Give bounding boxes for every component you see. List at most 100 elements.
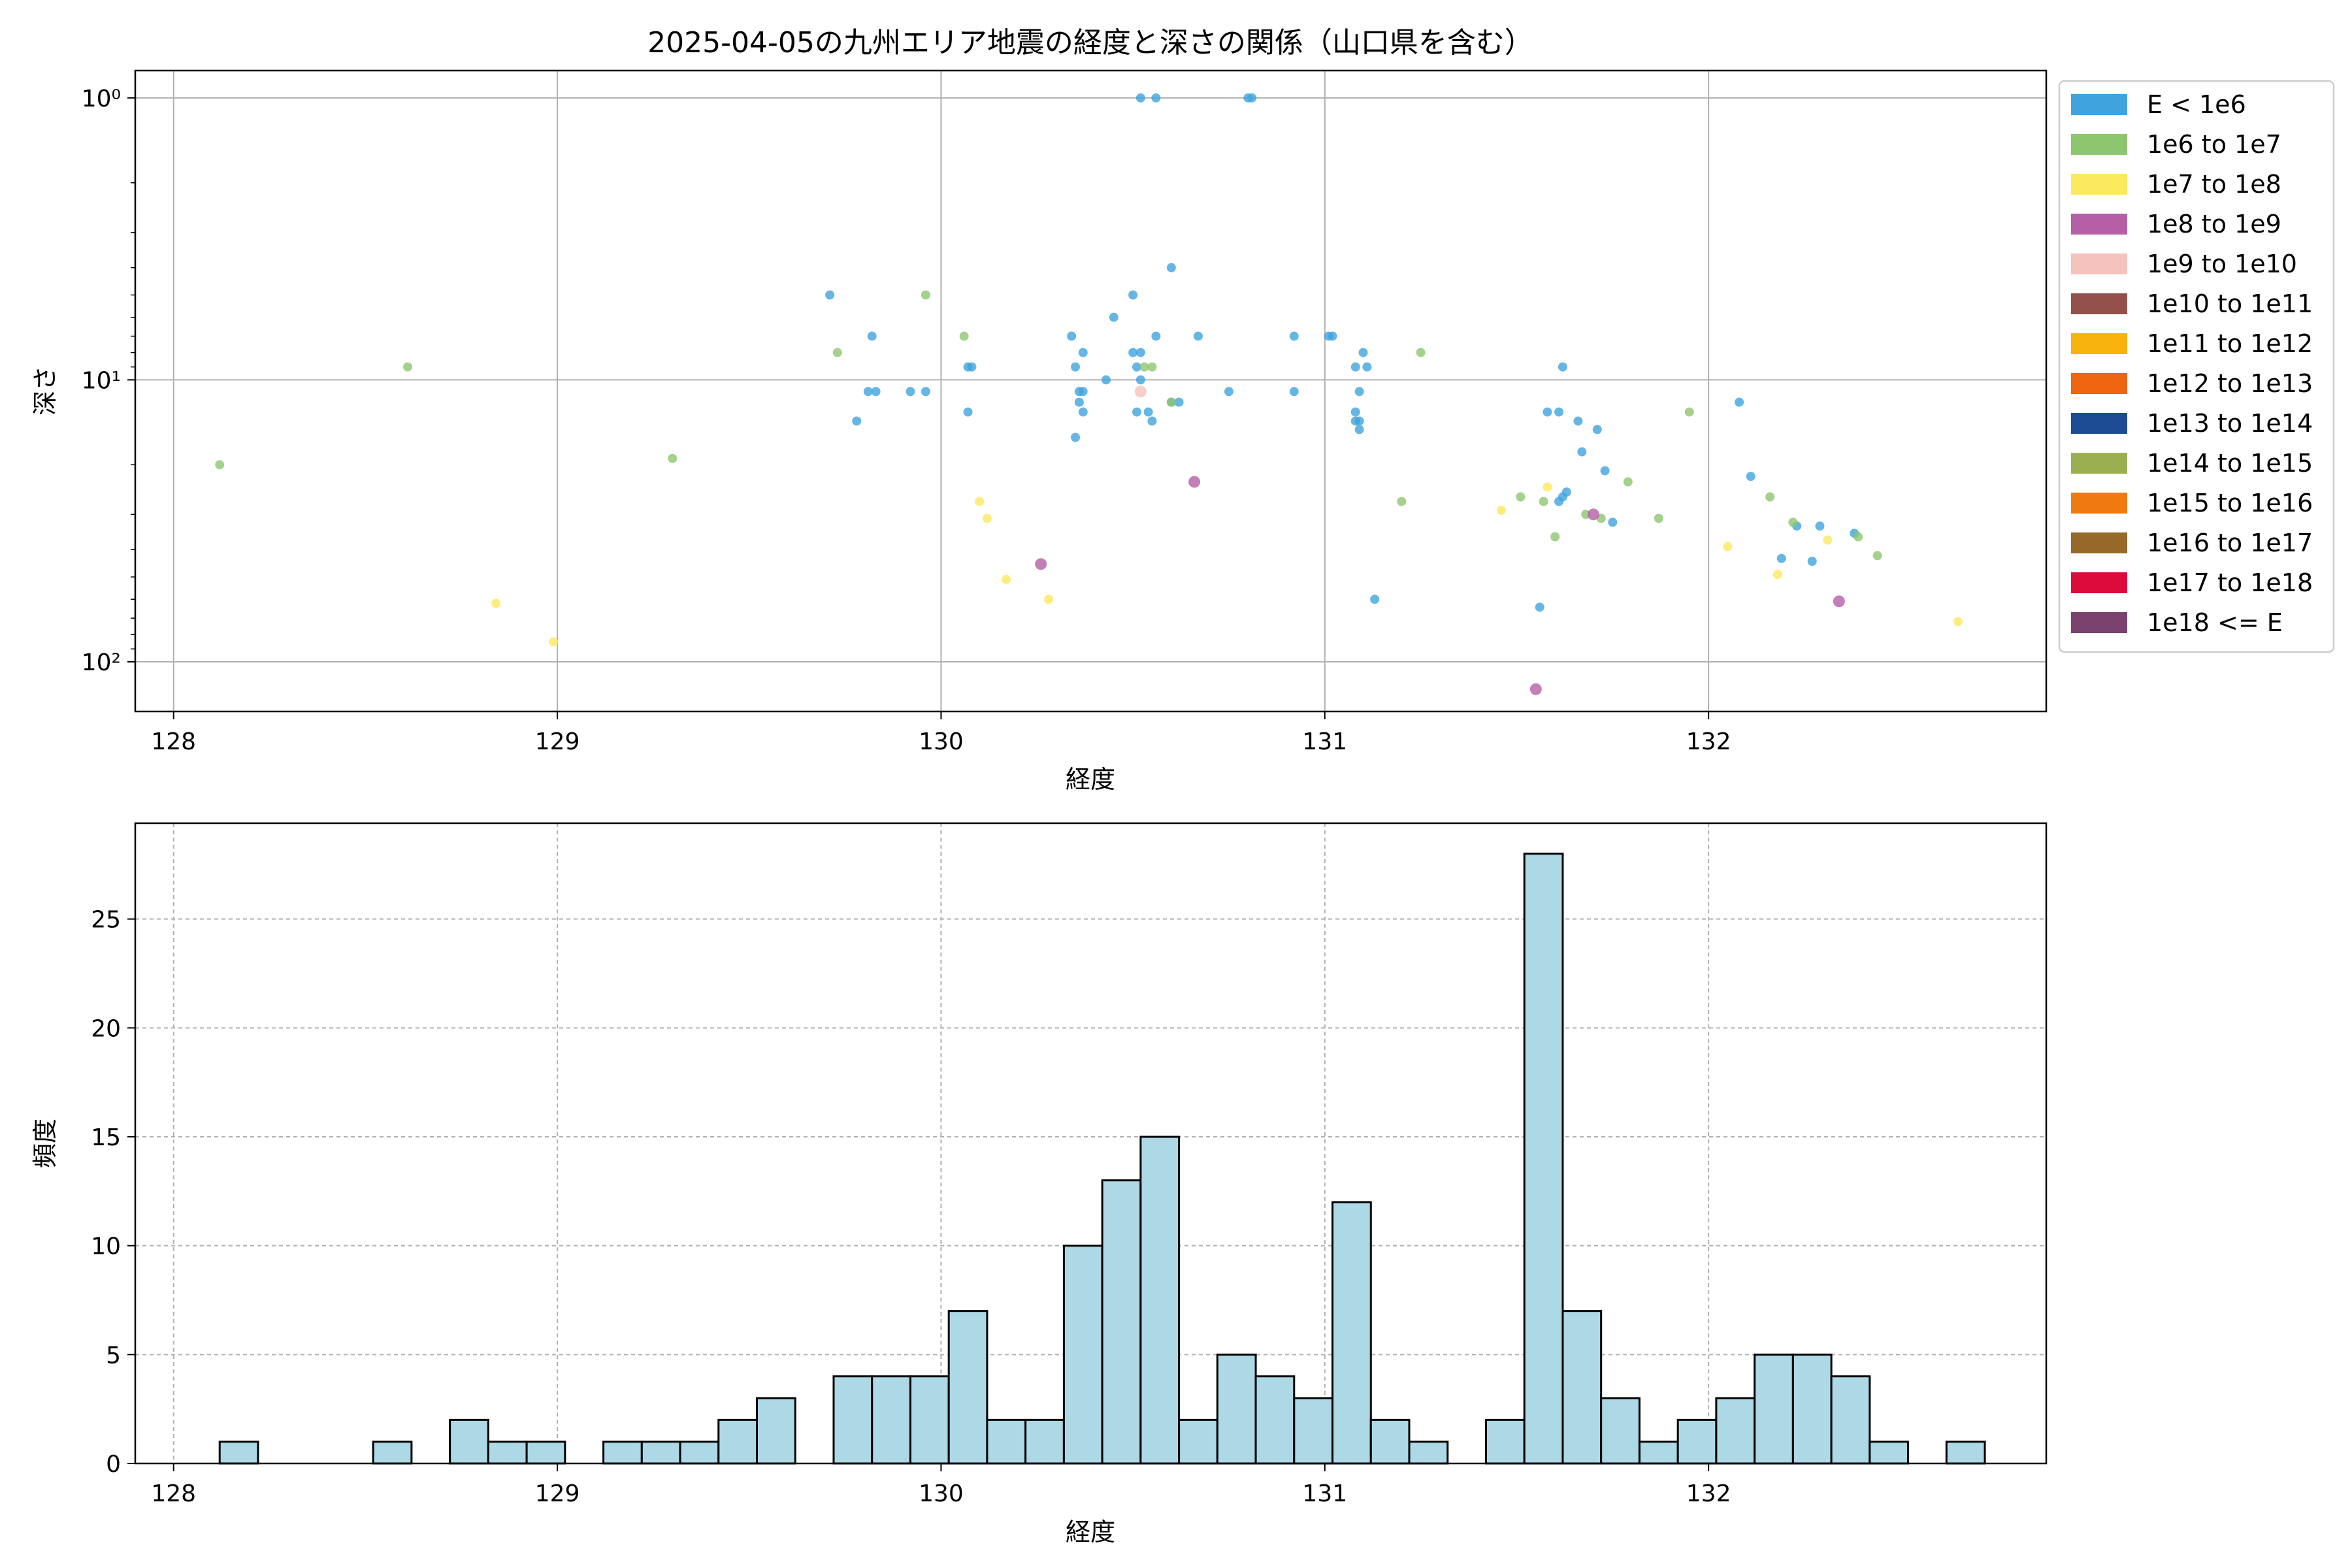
scatter-x-tick-label: 129 [535,728,580,755]
legend-label: 1e6 to 1e7 [2147,130,2281,159]
scatter-frame [134,69,2048,713]
histogram-chart: 128 129 130 131 132 0 5 10 15 20 25 経度 頻度 [31,822,2048,1546]
scatter-point [1823,535,1833,545]
histogram-bar [640,1441,681,1465]
scatter-point [1147,416,1157,426]
histogram-bar [1139,1135,1181,1465]
scatter-point [1573,416,1583,426]
histogram-bar [679,1441,720,1465]
scatter-y-tick-label: 10⁰ [82,86,121,112]
histogram-x-tick-label: 128 [151,1480,196,1507]
scatter-point [1496,505,1506,515]
scatter-point [1289,387,1299,397]
scatter-point [1071,433,1081,442]
scatter-point [1166,397,1176,407]
scatter-point [852,416,862,426]
scatter-point [1151,93,1161,103]
scatter-point [1854,532,1863,542]
scatter-point [832,348,842,357]
scatter-point [921,387,930,397]
scatter-point [975,497,985,506]
histogram-x-axis-label: 経度 [1066,1518,1115,1546]
legend-label: 1e7 to 1e8 [2147,170,2281,199]
scatter-point [1109,312,1119,322]
histogram-bar [756,1397,796,1465]
scatter-point [1350,416,1360,426]
scatter-point [959,331,969,341]
scatter-point [1815,521,1825,531]
scatter-point [1529,683,1542,695]
legend-swatch [2071,493,2127,514]
scatter-point [1135,375,1145,385]
scatter-point [1078,348,1088,357]
scatter-point [1362,362,1372,372]
scatter-point [1132,362,1141,372]
histogram-frame [134,822,2048,1465]
scatter-point [863,387,873,397]
legend-swatch [2071,532,2127,553]
scatter-point [1147,362,1157,372]
legend-swatch [2071,612,2127,633]
histogram-bar [1101,1179,1142,1465]
scatter-point [215,460,225,470]
scatter-point [1132,407,1141,417]
histogram-bar [1715,1397,1756,1465]
scatter-chart: 128 129 130 131 132 10⁰ 10¹ 10² 経度 深さ [31,69,2048,794]
scatter-point [1623,477,1633,487]
scatter-point [1135,348,1145,357]
histogram-x-tick-label: 129 [535,1480,580,1507]
scatter-point [1193,331,1203,341]
scatter-point [1735,397,1744,407]
histogram-y-tick-label: 25 [91,907,121,934]
legend-swatch [2071,413,2127,434]
histogram-bar [1638,1441,1679,1465]
scatter-x-axis-label: 経度 [1066,765,1115,794]
scatter-point [1600,466,1610,476]
scatter-point [1035,558,1047,570]
scatter-point [1723,542,1733,551]
histogram-bar [1369,1418,1411,1465]
scatter-x-tick-label: 128 [151,728,196,755]
scatter-point [1833,595,1845,608]
histogram-bar [832,1375,874,1465]
scatter-point [1074,397,1084,407]
histogram-bar [717,1418,759,1465]
histogram-bar [1062,1245,1103,1465]
scatter-point [1587,508,1599,521]
legend-swatch [2071,333,2127,354]
scatter-x-tick-label: 130 [919,728,964,755]
scatter-point [1224,387,1233,397]
legend-label: 1e16 to 1e17 [2147,529,2313,557]
scatter-point [1550,532,1560,542]
legend-swatch [2071,94,2127,115]
scatter-point [1397,497,1407,506]
scatter-y-tick-label: 10¹ [82,367,121,394]
scatter-grid [135,71,2046,711]
scatter-point [967,362,977,372]
scatter-point [491,598,501,608]
scatter-point [1539,497,1548,506]
scatter-point [1608,517,1618,527]
scatter-point [1188,476,1201,488]
scatter-point [1684,407,1694,417]
histogram-bar [602,1441,643,1465]
legend-label: 1e8 to 1e9 [2147,210,2281,238]
histogram-bar [449,1418,489,1465]
scatter-point [1247,93,1257,103]
scatter-point [1543,407,1552,417]
scatter-point [1043,595,1053,604]
legend-label: 1e13 to 1e14 [2147,409,2313,438]
scatter-y-axis-label: 深さ [31,366,59,416]
scatter-point [1807,557,1817,566]
histogram-bar [525,1441,566,1465]
legend-label: 1e12 to 1e13 [2147,369,2313,398]
histogram-bar [1178,1418,1218,1465]
legend-swatch [2071,572,2127,593]
scatter-legend: E < 1e6 1e6 to 1e7 1e7 to 1e8 1e8 to 1e9 1e9… [2058,80,2335,653]
scatter-point [982,514,992,523]
legend-label: E < 1e6 [2147,90,2246,119]
scatter-point [1134,385,1147,398]
histogram-bar [372,1441,413,1465]
scatter-point [1654,514,1663,523]
